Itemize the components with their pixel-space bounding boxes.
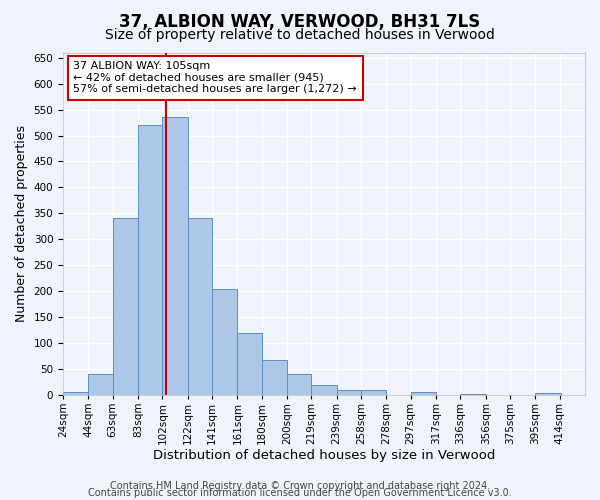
Bar [88,374,113,395]
Bar [113,218,138,395]
Bar [163,118,188,395]
Text: 37, ALBION WAY, VERWOOD, BH31 7LS: 37, ALBION WAY, VERWOOD, BH31 7LS [119,12,481,30]
Bar [188,218,212,395]
Bar [337,390,361,395]
Text: Size of property relative to detached houses in Verwood: Size of property relative to detached ho… [105,28,495,42]
Text: Contains HM Land Registry data © Crown copyright and database right 2024.: Contains HM Land Registry data © Crown c… [110,481,490,491]
Bar [138,125,163,395]
Bar [287,374,311,395]
Bar [63,392,88,395]
Bar [311,384,337,395]
Text: 37 ALBION WAY: 105sqm
← 42% of detached houses are smaller (945)
57% of semi-det: 37 ALBION WAY: 105sqm ← 42% of detached … [73,61,357,94]
Bar [262,360,287,395]
Bar [535,394,561,395]
Bar [361,390,386,395]
Y-axis label: Number of detached properties: Number of detached properties [15,125,28,322]
Bar [460,394,485,395]
Bar [212,288,238,395]
Text: Contains public sector information licensed under the Open Government Licence v3: Contains public sector information licen… [88,488,512,498]
X-axis label: Distribution of detached houses by size in Verwood: Distribution of detached houses by size … [153,450,495,462]
Bar [238,332,262,395]
Bar [410,392,436,395]
